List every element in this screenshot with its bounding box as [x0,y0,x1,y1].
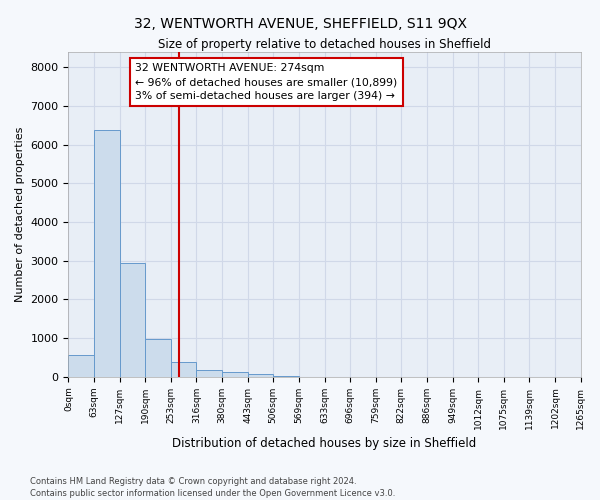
Bar [68,355,94,377]
Bar [145,340,171,377]
Text: 32, WENTWORTH AVENUE, SHEFFIELD, S11 9QX: 32, WENTWORTH AVENUE, SHEFFIELD, S11 9QX [133,18,467,32]
X-axis label: Distribution of detached houses by size in Sheffield: Distribution of detached houses by size … [172,437,476,450]
Text: 32 WENTWORTH AVENUE: 274sqm
← 96% of detached houses are smaller (10,899)
3% of : 32 WENTWORTH AVENUE: 274sqm ← 96% of det… [135,63,397,101]
Y-axis label: Number of detached properties: Number of detached properties [15,126,25,302]
Title: Size of property relative to detached houses in Sheffield: Size of property relative to detached ho… [158,38,491,51]
Bar [171,362,196,377]
Bar [120,263,145,377]
Bar [248,374,273,377]
Bar [222,372,248,377]
Bar [94,130,120,377]
Bar [273,376,299,377]
Text: Contains HM Land Registry data © Crown copyright and database right 2024.
Contai: Contains HM Land Registry data © Crown c… [30,476,395,498]
Bar [196,370,222,377]
